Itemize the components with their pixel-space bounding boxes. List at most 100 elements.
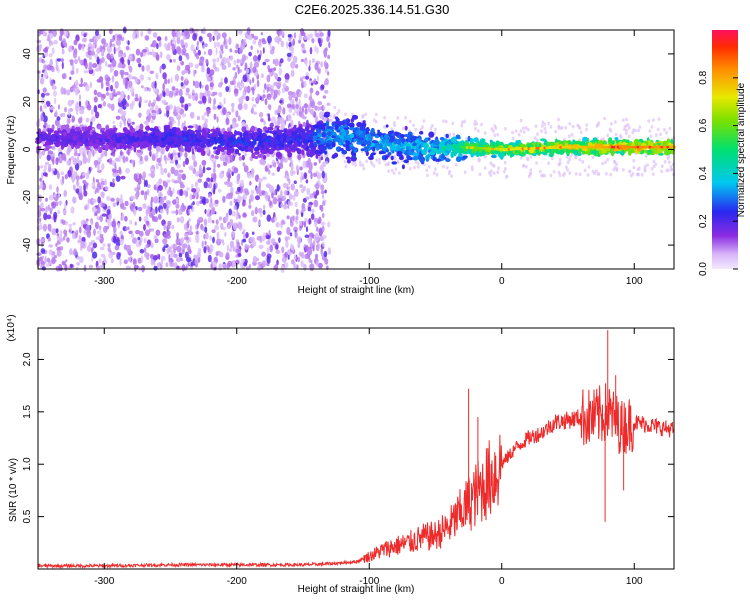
band-cell bbox=[349, 122, 355, 129]
noise-speckle bbox=[324, 68, 328, 74]
noise-speckle bbox=[252, 255, 258, 264]
noise-speckle bbox=[317, 68, 321, 73]
halo-speckle bbox=[635, 172, 639, 177]
noise-speckle bbox=[235, 43, 239, 50]
halo-speckle bbox=[621, 168, 625, 172]
noise-speckle bbox=[221, 32, 227, 39]
band-cell bbox=[445, 158, 451, 163]
noise-speckle bbox=[250, 189, 255, 195]
noise-speckle bbox=[207, 254, 212, 263]
noise-speckle bbox=[321, 114, 325, 121]
noise-speckle bbox=[305, 60, 308, 67]
noise-speckle bbox=[219, 81, 224, 86]
band-cell bbox=[475, 151, 480, 158]
noise-speckle bbox=[95, 187, 99, 192]
noise-speckle bbox=[130, 195, 135, 201]
noise-speckle bbox=[229, 248, 232, 252]
halo-speckle bbox=[557, 170, 561, 175]
noise-speckle bbox=[292, 38, 296, 46]
noise-speckle bbox=[122, 115, 126, 124]
halo-speckle bbox=[614, 120, 617, 124]
halo-speckle bbox=[426, 173, 429, 178]
noise-speckle bbox=[199, 81, 202, 89]
halo-speckle bbox=[521, 164, 525, 168]
noise-speckle bbox=[59, 200, 62, 207]
noise-speckle bbox=[142, 49, 147, 53]
halo-speckle bbox=[627, 134, 631, 139]
halo-speckle bbox=[660, 164, 664, 168]
band-cell bbox=[294, 142, 299, 147]
noise-speckle bbox=[86, 230, 92, 238]
halo-speckle bbox=[503, 160, 507, 165]
band-cell bbox=[45, 145, 50, 151]
noise-speckle bbox=[181, 113, 187, 118]
halo-speckle bbox=[657, 117, 661, 121]
noise-speckle bbox=[52, 90, 57, 97]
noise-speckle bbox=[73, 39, 78, 46]
noise-speckle bbox=[210, 263, 213, 269]
band-cell bbox=[261, 150, 268, 155]
noise-speckle bbox=[228, 85, 231, 93]
noise-speckle bbox=[63, 30, 68, 37]
noise-speckle bbox=[201, 240, 204, 249]
noise-speckle bbox=[189, 236, 192, 243]
noise-speckle bbox=[72, 63, 75, 72]
noise-speckle bbox=[82, 172, 87, 176]
noise-speckle bbox=[196, 223, 199, 229]
noise-speckle bbox=[51, 257, 56, 265]
halo-speckle bbox=[647, 119, 651, 123]
band-cell bbox=[51, 124, 55, 131]
noise-speckle bbox=[248, 34, 253, 41]
noise-speckle bbox=[69, 263, 73, 268]
noise-speckle bbox=[172, 35, 176, 42]
noise-speckle bbox=[155, 72, 159, 80]
noise-speckle bbox=[110, 182, 116, 188]
noise-speckle bbox=[70, 156, 75, 161]
halo-speckle bbox=[369, 160, 373, 164]
noise-speckle bbox=[94, 221, 99, 229]
noise-speckle bbox=[185, 87, 190, 93]
noise-speckle bbox=[282, 107, 286, 115]
noise-speckle bbox=[43, 164, 48, 171]
noise-speckle bbox=[160, 255, 166, 261]
noise-speckle bbox=[322, 201, 326, 206]
halo-speckle bbox=[625, 128, 628, 133]
halo-speckle bbox=[361, 163, 365, 167]
noise-speckle bbox=[135, 192, 139, 200]
band-cell bbox=[331, 155, 336, 159]
noise-speckle bbox=[286, 103, 292, 109]
halo-speckle bbox=[570, 133, 574, 137]
noise-speckle bbox=[176, 65, 181, 71]
noise-speckle bbox=[222, 264, 227, 270]
band-cell bbox=[413, 153, 419, 156]
band-cell bbox=[582, 136, 588, 142]
band-cell bbox=[455, 134, 461, 140]
noise-speckle bbox=[127, 148, 130, 156]
halo-speckle bbox=[632, 158, 636, 163]
noise-speckle bbox=[252, 87, 255, 96]
noise-speckle bbox=[95, 179, 100, 183]
noise-speckle bbox=[264, 83, 267, 90]
halo-speckle bbox=[519, 118, 523, 123]
band-cell bbox=[47, 142, 52, 145]
noise-speckle bbox=[73, 184, 76, 191]
noise-speckle bbox=[159, 196, 165, 204]
noise-speckle bbox=[67, 169, 72, 178]
noise-speckle bbox=[159, 51, 163, 59]
noise-speckle bbox=[127, 226, 130, 231]
noise-speckle bbox=[138, 239, 142, 246]
noise-speckle bbox=[303, 263, 307, 271]
noise-speckle bbox=[98, 258, 102, 264]
band-cell bbox=[401, 143, 405, 147]
noise-speckle bbox=[271, 191, 274, 199]
halo-speckle bbox=[648, 129, 652, 133]
noise-speckle bbox=[185, 77, 188, 82]
band-cell bbox=[356, 121, 363, 128]
noise-speckle bbox=[38, 225, 44, 230]
noise-speckle bbox=[195, 234, 200, 241]
band-cell bbox=[134, 133, 138, 139]
band-cell bbox=[155, 139, 160, 143]
halo-speckle bbox=[529, 168, 533, 172]
band-cell bbox=[36, 146, 42, 150]
